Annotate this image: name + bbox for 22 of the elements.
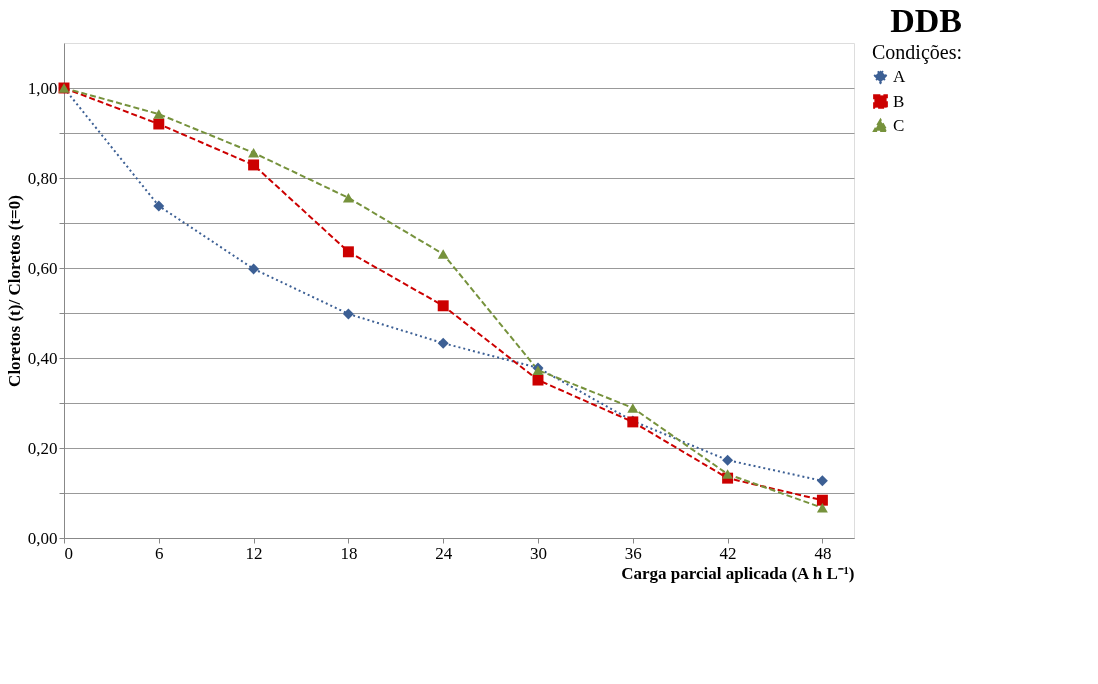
text: DDB	[890, 2, 962, 39]
y-tick-label: 0,60	[27, 258, 58, 278]
x-tick-label: 36	[624, 543, 642, 563]
y-tick-label: 0,20	[27, 438, 58, 458]
legend-label: A	[893, 66, 906, 86]
x-tick-label: 12	[245, 543, 263, 563]
x-tick-label: 6	[155, 543, 164, 563]
legend-title: Condições:	[872, 41, 962, 64]
x-axis-title: Carga parcial aplicada (A h L⁻¹)	[621, 563, 855, 583]
x-tick-label: 48	[814, 543, 832, 563]
x-tick-label: 24	[435, 543, 453, 563]
y-tick-label: 0,80	[27, 168, 58, 188]
x-tick-label: 0	[64, 543, 73, 563]
y-tick-label: 0,40	[27, 348, 58, 368]
y-tick-label: 1,00	[27, 78, 58, 98]
legend-label: C	[893, 115, 905, 135]
y-axis-title: Cloretos (t)/ Cloretos (t=0)	[4, 195, 24, 387]
x-tick-label: 30	[530, 543, 547, 563]
x-tick-label: 18	[340, 543, 358, 563]
legend-label: B	[893, 91, 905, 111]
x-tick-label: 42	[719, 543, 737, 563]
y-tick-label: 0,00	[27, 528, 58, 548]
